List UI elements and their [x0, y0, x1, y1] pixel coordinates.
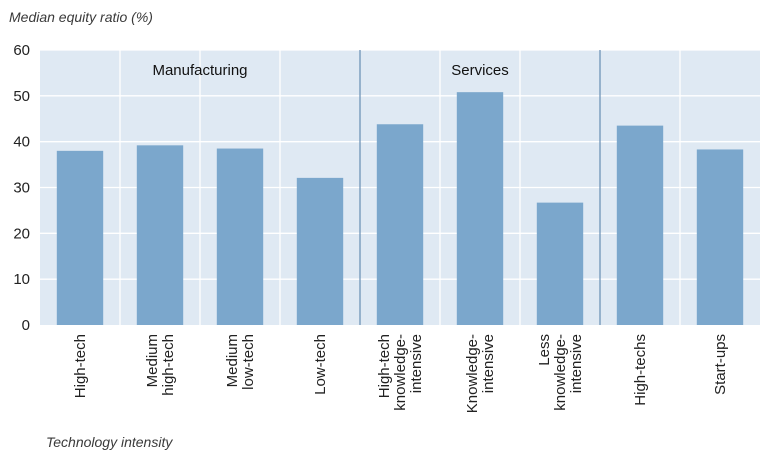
x-axis-title: Technology intensity: [46, 434, 173, 450]
bar: [136, 145, 184, 325]
y-tick-label: 40: [13, 134, 30, 151]
y-axis-title: Median equity ratio (%): [9, 9, 153, 25]
bar: [536, 202, 584, 325]
y-tick-label: 20: [13, 225, 30, 242]
x-tick-label-line: knowledge-: [392, 334, 409, 411]
bar: [616, 125, 664, 325]
x-tick-label: High-techs: [632, 334, 649, 406]
x-tick-label-line: Medium: [224, 334, 241, 387]
bar: [56, 150, 104, 325]
bar: [376, 124, 424, 325]
bar: [216, 148, 264, 325]
x-tick-label: High-tech: [72, 334, 89, 398]
x-tick-label-line: High-tech: [72, 334, 89, 398]
x-tick-label: Lessknowledge-intensive: [536, 334, 585, 411]
x-tick-label: Low-tech: [312, 334, 329, 395]
x-tick-label-line: high-tech: [160, 334, 177, 396]
plot-area: 0 10 20 30 40 50 60 Manufacturing Services High-t…: [13, 42, 760, 413]
y-tick-label: 0: [22, 317, 30, 334]
x-tick-label: Knowledge-intensive: [464, 334, 497, 413]
bar: [696, 149, 744, 325]
y-tick-label: 50: [13, 88, 30, 105]
x-tick-label-line: Start-ups: [712, 334, 729, 395]
x-tick-label-line: High-tech: [376, 334, 393, 398]
x-tick-label-line: intensive: [480, 334, 497, 393]
y-tick-label: 10: [13, 271, 30, 288]
x-tick-label-line: Knowledge-: [464, 334, 481, 413]
bar: [456, 92, 504, 326]
x-tick-label-line: Less: [536, 334, 553, 366]
group-label: Services: [451, 62, 509, 79]
x-tick-label: Mediumhigh-tech: [144, 334, 177, 396]
x-tick-label-line: High-techs: [632, 334, 649, 406]
y-tick-label: 30: [13, 180, 30, 197]
x-tick-label-line: low-tech: [240, 334, 257, 390]
y-tick-label: 60: [13, 42, 30, 59]
bar: [296, 177, 344, 325]
x-tick-label: Mediumlow-tech: [224, 334, 257, 390]
x-tick-label: High-techknowledge-intensive: [376, 334, 425, 411]
x-tick-label-line: intensive: [568, 334, 585, 393]
x-tick-label-line: Low-tech: [312, 334, 329, 395]
x-tick-label-line: knowledge-: [552, 334, 569, 411]
x-tick-label-line: intensive: [408, 334, 425, 393]
group-label: Manufacturing: [152, 62, 247, 79]
x-tick-label: Start-ups: [712, 334, 729, 395]
x-tick-label-line: Medium: [144, 334, 161, 387]
